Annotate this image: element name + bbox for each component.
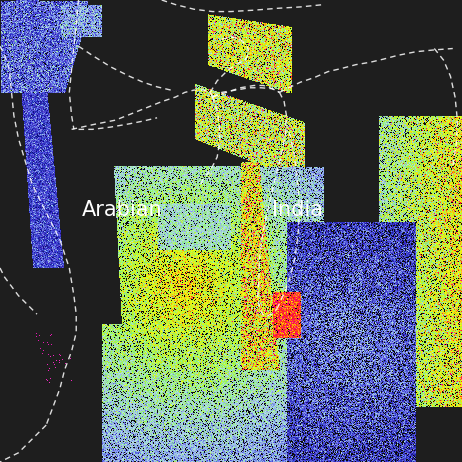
Text: Arabian: Arabian <box>82 200 163 220</box>
Text: India: India <box>273 200 323 220</box>
